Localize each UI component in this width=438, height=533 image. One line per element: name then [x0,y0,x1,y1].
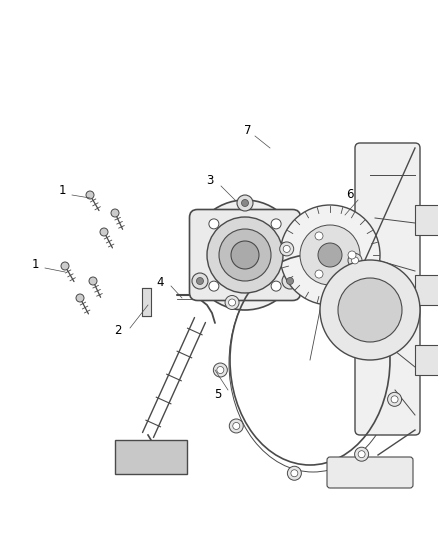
Circle shape [348,253,362,268]
Circle shape [338,278,402,342]
Circle shape [231,241,259,269]
Circle shape [280,242,294,256]
Circle shape [61,262,69,270]
Circle shape [197,278,204,285]
Text: 7: 7 [244,124,252,136]
Text: 2: 2 [114,324,122,336]
Circle shape [237,195,253,211]
Circle shape [225,295,239,310]
Circle shape [287,466,301,480]
Circle shape [219,229,271,281]
FancyBboxPatch shape [190,209,300,301]
Circle shape [318,243,342,267]
Circle shape [315,270,323,278]
Circle shape [271,281,281,291]
Circle shape [283,245,290,253]
Circle shape [229,299,236,306]
Circle shape [86,191,94,199]
Circle shape [100,228,108,236]
Circle shape [358,451,365,458]
Circle shape [89,277,97,285]
Circle shape [209,219,219,229]
Circle shape [315,232,323,240]
FancyBboxPatch shape [355,143,420,435]
Circle shape [388,313,402,328]
Circle shape [391,396,398,403]
Circle shape [192,273,208,289]
Circle shape [213,363,227,377]
Bar [115,440,187,474]
Circle shape [241,199,248,206]
Text: 1: 1 [58,183,66,197]
Circle shape [282,273,298,289]
Circle shape [111,209,119,217]
FancyBboxPatch shape [327,457,413,488]
Circle shape [271,219,281,229]
Circle shape [286,278,293,285]
Circle shape [217,367,224,374]
Bar [142,288,151,316]
Bar [415,345,438,375]
Circle shape [355,447,369,461]
Circle shape [348,251,356,259]
Circle shape [280,205,380,305]
Circle shape [76,294,84,302]
Circle shape [300,225,360,285]
Text: 4: 4 [156,276,164,288]
Circle shape [229,419,243,433]
Circle shape [209,281,219,291]
Circle shape [391,317,398,324]
Circle shape [352,257,358,264]
Text: 1: 1 [31,259,39,271]
Text: 5: 5 [214,389,222,401]
Bar [415,275,438,305]
Circle shape [207,217,283,293]
Bar [415,205,438,235]
Circle shape [233,423,240,430]
Text: 3: 3 [206,174,214,187]
Circle shape [320,260,420,360]
Circle shape [388,392,402,406]
Text: 6: 6 [346,189,354,201]
Circle shape [291,470,298,477]
Circle shape [190,200,300,310]
